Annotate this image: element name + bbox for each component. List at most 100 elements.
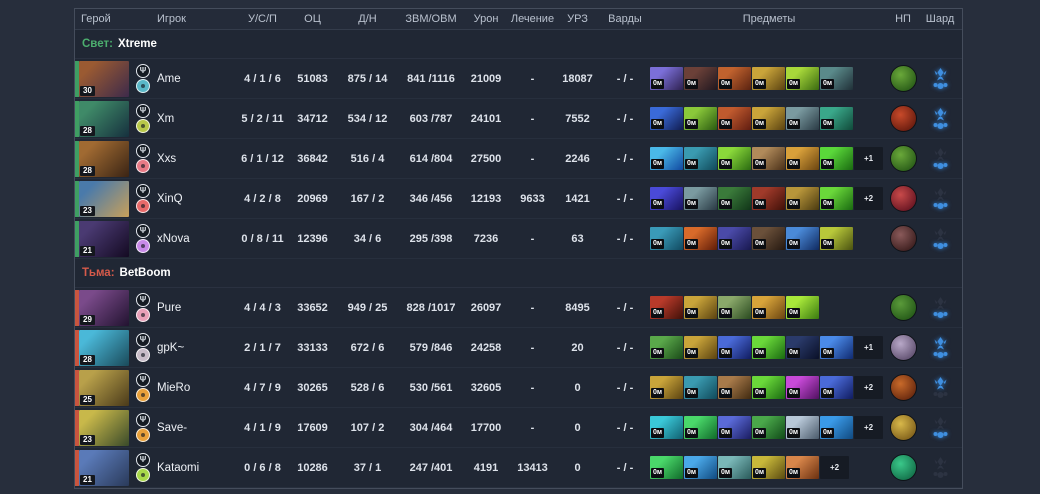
talent-tree-icon[interactable]: Ψ (136, 224, 150, 238)
player-name-link[interactable]: gpK~ (157, 341, 185, 354)
item-icon[interactable]: 0м (718, 67, 751, 90)
team-name[interactable]: BetBoom (119, 267, 171, 279)
neutral-item-icon[interactable] (889, 185, 917, 212)
item-icon[interactable]: 0м (752, 336, 785, 359)
neutral-item-icon[interactable] (889, 145, 917, 172)
item-icon[interactable]: 0м (684, 376, 717, 399)
neutral-item-icon[interactable] (889, 105, 917, 132)
item-icon[interactable]: 0м (684, 227, 717, 250)
item-icon[interactable]: 0м (786, 456, 819, 479)
item-icon[interactable]: 0м (684, 336, 717, 359)
item-icon[interactable]: 0м (820, 227, 853, 250)
hero-portrait[interactable]: 25 (79, 369, 129, 406)
item-icon[interactable]: 0м (786, 107, 819, 130)
hero-portrait[interactable]: 28 (79, 140, 129, 177)
hero-portrait[interactable]: 28 (79, 329, 129, 366)
item-icon[interactable]: 0м (684, 456, 717, 479)
neutral-item-icon[interactable] (889, 374, 917, 401)
item-icon[interactable]: 0м (650, 67, 683, 90)
player-name-link[interactable]: MieRo (157, 381, 191, 394)
item-icon[interactable]: 0м (718, 227, 751, 250)
neutral-item-icon[interactable] (889, 414, 917, 441)
player-name-link[interactable]: Kataomi (157, 461, 200, 474)
item-icon[interactable]: 0м (718, 456, 751, 479)
talent-tree-icon[interactable]: Ψ (136, 64, 150, 78)
team-name[interactable]: Xtreme (117, 38, 157, 50)
neutral-item-icon[interactable] (889, 334, 917, 361)
item-icon[interactable]: 0м (650, 187, 683, 210)
item-icon[interactable]: 0м (684, 296, 717, 319)
talent-tree-icon[interactable]: Ψ (136, 144, 150, 158)
item-icon[interactable]: 0м (752, 107, 785, 130)
item-icon[interactable]: 0м (650, 227, 683, 250)
item-icon[interactable]: 0м (786, 376, 819, 399)
hero-portrait[interactable]: 29 (79, 289, 129, 326)
talent-tree-icon[interactable]: Ψ (136, 413, 150, 427)
item-icon[interactable]: 0м (820, 416, 853, 439)
item-icon[interactable]: 0м (650, 336, 683, 359)
item-icon[interactable]: 0м (718, 107, 751, 130)
talent-tree-icon[interactable]: Ψ (136, 104, 150, 118)
item-icon[interactable]: 0м (718, 336, 751, 359)
item-icon[interactable]: 0м (752, 416, 785, 439)
hero-portrait[interactable]: 30 (79, 60, 129, 97)
item-icon[interactable]: 0м (752, 67, 785, 90)
item-icon[interactable]: 0м (718, 416, 751, 439)
talent-tree-icon[interactable]: Ψ (136, 293, 150, 307)
item-icon[interactable]: 0м (650, 456, 683, 479)
item-icon[interactable]: 0м (752, 187, 785, 210)
item-icon[interactable]: 0м (752, 296, 785, 319)
player-name-link[interactable]: Ame (157, 72, 181, 85)
item-icon[interactable]: 0м (752, 147, 785, 170)
item-icon[interactable]: 0м (684, 147, 717, 170)
item-icon[interactable]: 0м (786, 296, 819, 319)
item-icon[interactable]: 0м (820, 67, 853, 90)
talent-tree-icon[interactable]: Ψ (136, 333, 150, 347)
item-icon[interactable]: 0м (752, 456, 785, 479)
item-icon[interactable]: 0м (684, 187, 717, 210)
item-icon[interactable]: 0м (650, 416, 683, 439)
talent-tree-icon[interactable]: Ψ (136, 453, 150, 467)
item-icon[interactable]: 0м (786, 227, 819, 250)
item-icon[interactable]: 0м (786, 67, 819, 90)
item-icon[interactable]: 0м (820, 107, 853, 130)
neutral-item-icon[interactable] (889, 65, 917, 92)
item-icon[interactable]: 0м (650, 147, 683, 170)
item-icon[interactable]: 0м (684, 67, 717, 90)
item-icon[interactable]: 0м (786, 147, 819, 170)
player-name-link[interactable]: XinQ (157, 192, 183, 205)
item-icon[interactable]: 0м (684, 107, 717, 130)
item-icon[interactable]: 0м (650, 376, 683, 399)
item-icon[interactable]: 0м (786, 416, 819, 439)
player-name-link[interactable]: Save- (157, 421, 188, 434)
item-icon[interactable]: 0м (820, 376, 853, 399)
player-name-link[interactable]: Xm (157, 112, 175, 125)
item-icon[interactable]: 0м (684, 416, 717, 439)
item-icon[interactable]: 0м (718, 147, 751, 170)
hero-portrait[interactable]: 23 (79, 180, 129, 217)
item-icon[interactable]: 0м (752, 227, 785, 250)
neutral-item-icon[interactable] (889, 225, 917, 252)
talent-tree-icon[interactable]: Ψ (136, 373, 150, 387)
neutral-item-icon[interactable] (889, 454, 917, 481)
player-name-link[interactable]: Xxs (157, 152, 177, 165)
item-icon[interactable]: 0м (820, 147, 853, 170)
item-icon[interactable]: 0м (718, 187, 751, 210)
item-icon[interactable]: 0м (650, 107, 683, 130)
item-icon[interactable]: 0м (752, 376, 785, 399)
item-icon[interactable]: 0м (650, 296, 683, 319)
item-icon[interactable]: 0м (820, 187, 853, 210)
hero-portrait[interactable]: 21 (79, 449, 129, 486)
item-icon[interactable]: 0м (718, 376, 751, 399)
player-name-link[interactable]: xNova (157, 232, 190, 245)
item-icon[interactable]: 0м (786, 187, 819, 210)
hero-portrait[interactable]: 28 (79, 100, 129, 137)
hero-portrait[interactable]: 21 (79, 220, 129, 257)
item-icon[interactable]: 0м (786, 336, 819, 359)
talent-tree-icon[interactable]: Ψ (136, 184, 150, 198)
neutral-item-icon[interactable] (889, 294, 917, 321)
player-name-link[interactable]: Pure (157, 301, 182, 314)
item-icon[interactable]: 0м (718, 296, 751, 319)
item-icon[interactable]: 0м (820, 336, 853, 359)
hero-portrait[interactable]: 23 (79, 409, 129, 446)
